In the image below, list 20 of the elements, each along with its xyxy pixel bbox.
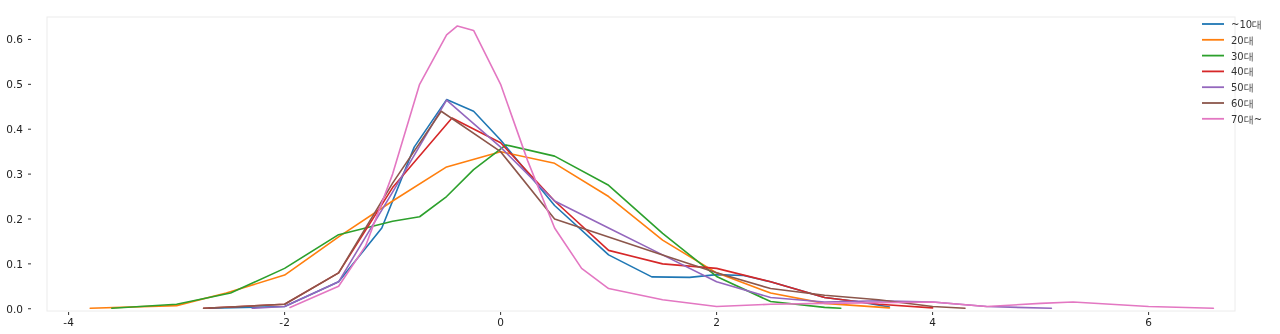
x-tick-label: 0 <box>497 316 504 328</box>
legend-label: 20대 <box>1231 34 1254 46</box>
legend-label: 70대~ <box>1231 113 1263 125</box>
legend-label: 40대 <box>1231 66 1254 78</box>
x-tick-label: -2 <box>279 316 290 328</box>
y-tick-label: 0.4 <box>6 123 24 136</box>
y-tick-label: 0.3 <box>6 168 23 181</box>
y-tick-label: 0.1 <box>6 257 23 270</box>
legend-label: ~10대 <box>1231 19 1263 30</box>
legend-label: 50대 <box>1231 82 1254 94</box>
y-tick-label: 0.0 <box>6 302 23 315</box>
y-tick-label: 0.2 <box>6 212 23 225</box>
x-tick-label: 4 <box>929 316 937 328</box>
x-tick-label: 6 <box>1145 316 1153 328</box>
x-tick-label: 2 <box>713 316 720 328</box>
y-tick-label: 0.5 <box>6 78 23 91</box>
legend-label: 30대 <box>1231 50 1254 62</box>
x-tick-label: -4 <box>63 316 75 328</box>
y-tick-label: 0.6 <box>6 33 24 46</box>
legend-label: 60대 <box>1231 98 1254 109</box>
